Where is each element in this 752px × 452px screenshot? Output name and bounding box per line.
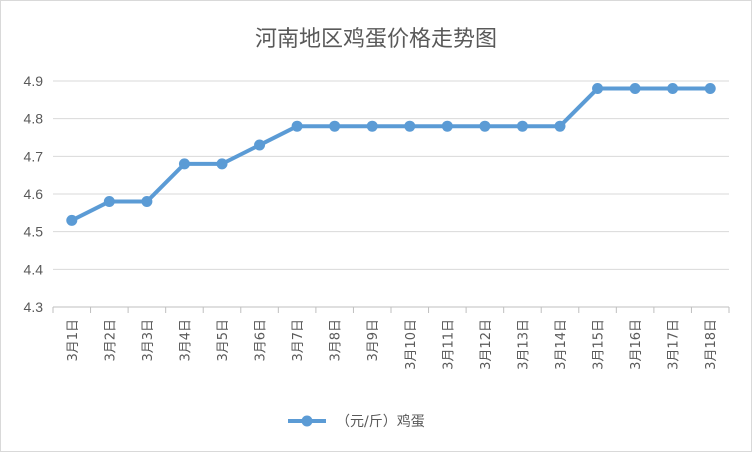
x-tick-label: 3月13日 — [516, 319, 531, 370]
data-point — [704, 83, 716, 95]
x-tick-label: 3月14日 — [554, 319, 569, 370]
data-point — [141, 196, 153, 208]
series-layer — [66, 83, 716, 226]
x-tick-label: 3月5日 — [216, 319, 231, 362]
data-point — [178, 158, 190, 170]
series-line — [69, 86, 713, 223]
data-point — [366, 120, 378, 132]
gridlines — [53, 80, 729, 270]
x-tick-label: 3月1日 — [66, 319, 81, 362]
y-tick-label: 4.4 — [24, 261, 44, 277]
data-point — [103, 196, 115, 208]
y-tick-label: 4.6 — [24, 186, 44, 202]
legend: （元/斤）鸡蛋 — [288, 413, 425, 430]
x-tick-label: 3月12日 — [479, 319, 494, 370]
x-tick-label: 3月9日 — [366, 319, 381, 362]
y-tick-label: 4.3 — [24, 299, 44, 315]
y-tick-label: 4.7 — [24, 148, 44, 164]
chart-title: 河南地区鸡蛋价格走势图 — [255, 27, 497, 52]
data-point — [254, 139, 266, 151]
x-tick-label: 3月16日 — [629, 319, 644, 370]
x-tick-label: 3月2日 — [103, 319, 118, 362]
x-tick-label: 3月7日 — [291, 319, 306, 362]
x-tick-label: 3月15日 — [592, 319, 607, 370]
data-point — [329, 120, 341, 132]
x-tick-label: 3月8日 — [329, 319, 344, 362]
x-tick-label: 3月6日 — [254, 319, 269, 362]
x-tick-label: 3月11日 — [441, 319, 456, 370]
data-point — [479, 120, 491, 132]
x-tick-label: 3月4日 — [178, 319, 193, 362]
x-tick-label: 3月17日 — [667, 319, 682, 370]
legend-marker-swatch — [301, 415, 313, 427]
data-point — [592, 83, 604, 95]
data-point — [216, 158, 228, 170]
y-axis-ticks: 4.3 4.4 4.5 4.6 4.7 4.8 4.9 — [24, 73, 44, 315]
y-tick-label: 4.9 — [24, 73, 44, 89]
data-point — [441, 120, 453, 132]
data-point — [516, 120, 528, 132]
data-point — [66, 214, 78, 226]
x-tick-label: 3月3日 — [141, 319, 156, 362]
x-tick-label: 3月18日 — [704, 319, 719, 370]
data-point — [667, 83, 679, 95]
data-point — [291, 120, 303, 132]
legend-label: （元/斤）鸡蛋 — [336, 413, 425, 430]
x-axis-ticks: 3月1日 3月2日 3月3日 3月4日 3月5日 3月6日 3月7日 3月8日 3月9日 3月10… — [66, 319, 719, 370]
x-tick-label: 3月10日 — [404, 319, 419, 370]
y-tick-label: 4.8 — [24, 111, 44, 127]
y-tick-label: 4.5 — [24, 224, 44, 240]
data-point — [629, 83, 641, 95]
data-point — [554, 120, 566, 132]
data-point — [404, 120, 416, 132]
x-axis — [52, 306, 730, 313]
